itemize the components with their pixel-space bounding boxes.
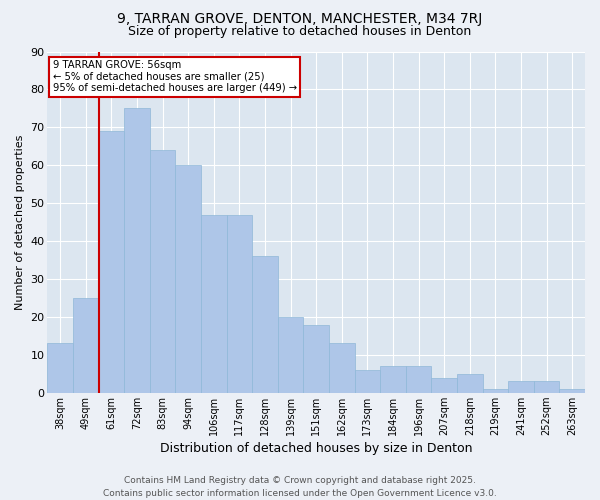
Bar bbox=[508, 382, 534, 393]
Bar bbox=[175, 166, 201, 393]
Bar bbox=[329, 344, 355, 393]
Bar bbox=[278, 317, 304, 393]
Bar bbox=[201, 214, 227, 393]
Bar bbox=[47, 344, 73, 393]
Text: Size of property relative to detached houses in Denton: Size of property relative to detached ho… bbox=[128, 25, 472, 38]
Bar bbox=[406, 366, 431, 393]
Text: 9 TARRAN GROVE: 56sqm
← 5% of detached houses are smaller (25)
95% of semi-detac: 9 TARRAN GROVE: 56sqm ← 5% of detached h… bbox=[53, 60, 297, 93]
Bar bbox=[124, 108, 150, 393]
Y-axis label: Number of detached properties: Number of detached properties bbox=[15, 134, 25, 310]
Bar bbox=[252, 256, 278, 393]
Text: 9, TARRAN GROVE, DENTON, MANCHESTER, M34 7RJ: 9, TARRAN GROVE, DENTON, MANCHESTER, M34… bbox=[118, 12, 482, 26]
Bar bbox=[73, 298, 98, 393]
X-axis label: Distribution of detached houses by size in Denton: Distribution of detached houses by size … bbox=[160, 442, 472, 455]
Bar bbox=[380, 366, 406, 393]
Bar bbox=[431, 378, 457, 393]
Bar bbox=[304, 324, 329, 393]
Bar bbox=[559, 389, 585, 393]
Bar bbox=[355, 370, 380, 393]
Bar bbox=[98, 131, 124, 393]
Text: Contains HM Land Registry data © Crown copyright and database right 2025.
Contai: Contains HM Land Registry data © Crown c… bbox=[103, 476, 497, 498]
Bar bbox=[457, 374, 482, 393]
Bar bbox=[534, 382, 559, 393]
Bar bbox=[227, 214, 252, 393]
Bar bbox=[150, 150, 175, 393]
Bar bbox=[482, 389, 508, 393]
